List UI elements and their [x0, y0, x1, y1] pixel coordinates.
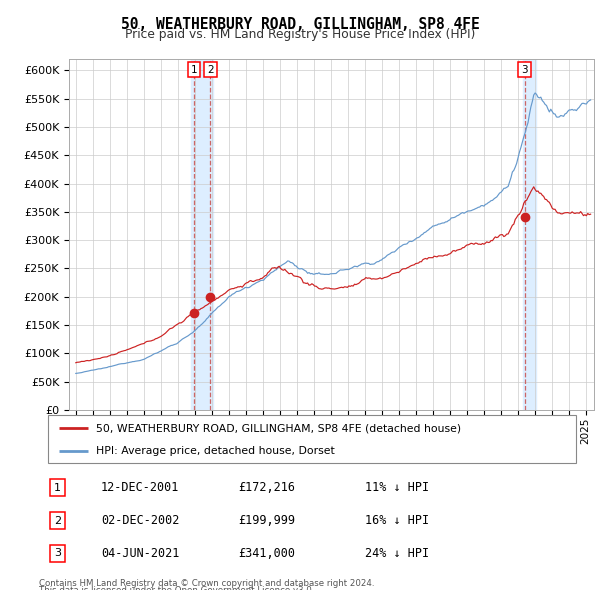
Text: 02-DEC-2002: 02-DEC-2002	[101, 514, 179, 527]
Text: HPI: Average price, detached house, Dorset: HPI: Average price, detached house, Dors…	[95, 446, 334, 456]
FancyBboxPatch shape	[48, 415, 576, 463]
Text: £172,216: £172,216	[238, 481, 295, 494]
Text: £199,999: £199,999	[238, 514, 295, 527]
Text: £341,000: £341,000	[238, 547, 295, 560]
Text: 04-JUN-2021: 04-JUN-2021	[101, 547, 179, 560]
Text: 11% ↓ HPI: 11% ↓ HPI	[365, 481, 429, 494]
Text: 50, WEATHERBURY ROAD, GILLINGHAM, SP8 4FE: 50, WEATHERBURY ROAD, GILLINGHAM, SP8 4F…	[121, 17, 479, 31]
Text: Contains HM Land Registry data © Crown copyright and database right 2024.: Contains HM Land Registry data © Crown c…	[39, 579, 374, 588]
Text: 2: 2	[54, 516, 61, 526]
Text: 2: 2	[207, 64, 214, 74]
Text: 3: 3	[521, 64, 528, 74]
Bar	[191, 59, 214, 410]
Text: 16% ↓ HPI: 16% ↓ HPI	[365, 514, 429, 527]
Text: 3: 3	[54, 549, 61, 558]
Text: 12-DEC-2001: 12-DEC-2001	[101, 481, 179, 494]
Text: Price paid vs. HM Land Registry's House Price Index (HPI): Price paid vs. HM Land Registry's House …	[125, 28, 475, 41]
Text: This data is licensed under the Open Government Licence v3.0.: This data is licensed under the Open Gov…	[39, 586, 314, 590]
Text: 1: 1	[191, 64, 197, 74]
Text: 1: 1	[54, 483, 61, 493]
Text: 50, WEATHERBURY ROAD, GILLINGHAM, SP8 4FE (detached house): 50, WEATHERBURY ROAD, GILLINGHAM, SP8 4F…	[95, 423, 461, 433]
Bar	[523, 59, 536, 410]
Text: 24% ↓ HPI: 24% ↓ HPI	[365, 547, 429, 560]
